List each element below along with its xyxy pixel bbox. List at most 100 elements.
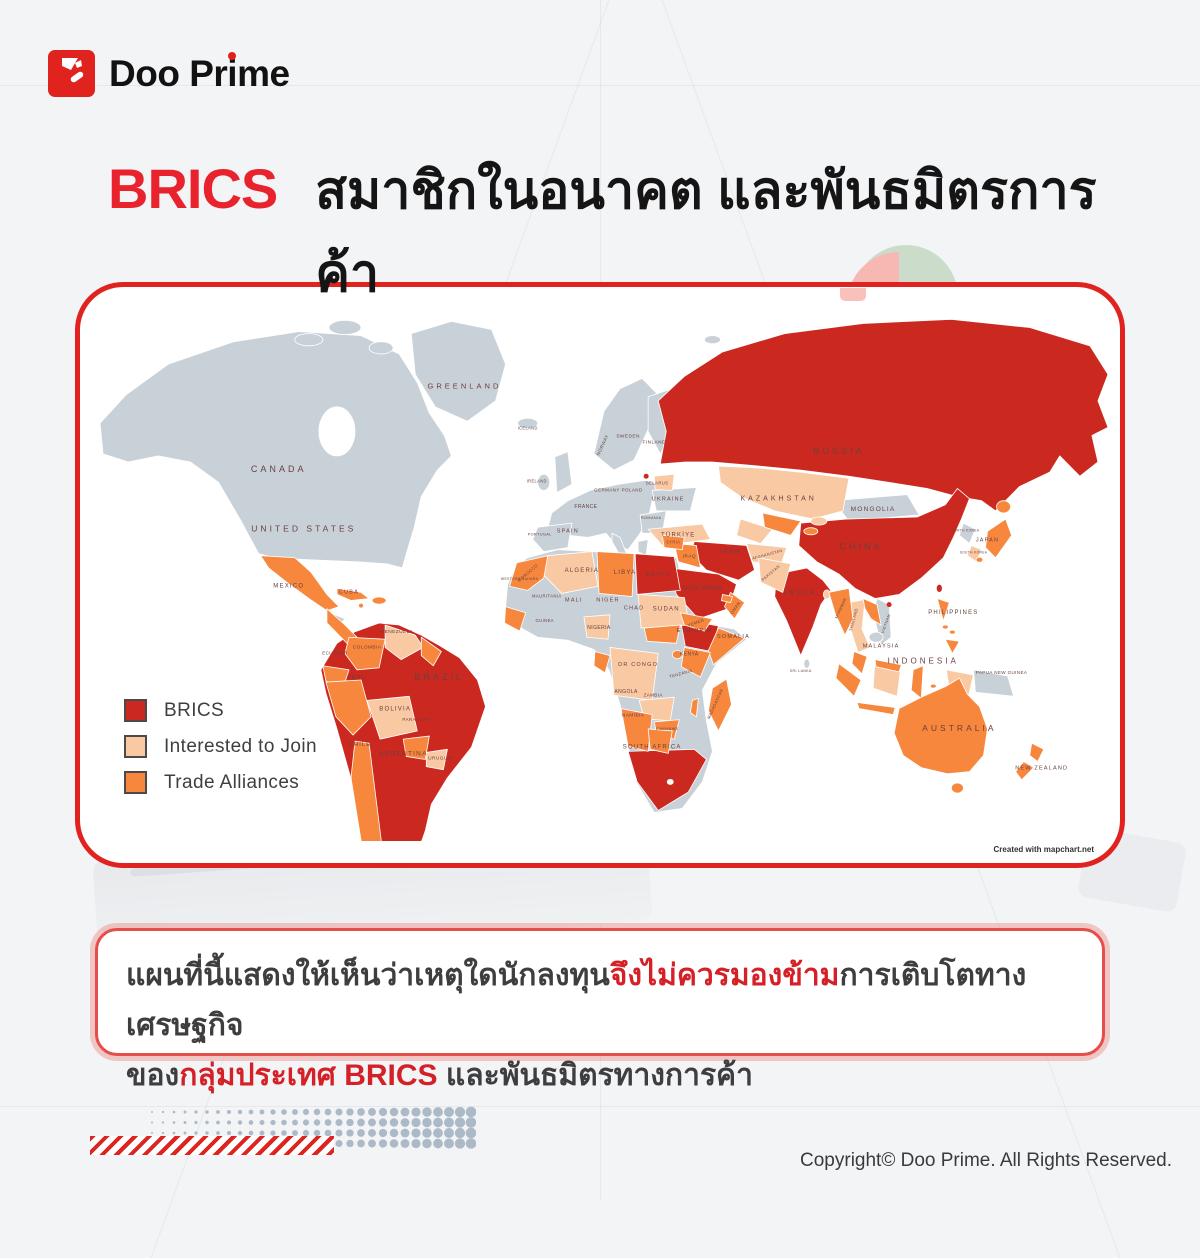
description-line-1: แผนที่นี้แสดงให้เห็นว่าเหตุใดนักลงทุนจึง… (126, 951, 1074, 1051)
country-madagascar (708, 678, 732, 732)
svg-text:TÜRKİYE: TÜRKİYE (661, 531, 695, 538)
country-south-africa (627, 748, 707, 811)
map-legend: BRICS Interested to Join Trade Alliances (124, 699, 317, 794)
region-mindanao (944, 638, 960, 654)
title-thai: สมาชิกในอนาคต และพันธมิตรการค้า (315, 162, 1097, 303)
svg-text:PARAGUAY: PARAGUAY (402, 717, 430, 722)
svg-text:CHILE: CHILE (349, 742, 371, 748)
country-bolivia (366, 695, 418, 740)
country-namibia (620, 708, 653, 752)
country-hispaniola (371, 596, 387, 605)
country-somalia (708, 627, 745, 666)
region-malay-peninsula (851, 651, 868, 675)
svg-text:EGYPT: EGYPT (646, 572, 671, 578)
svg-text:IRELAND: IRELAND (527, 478, 547, 483)
desc-text: แผนที่นี้แสดงให้เห็นว่าเหตุใดนักลงทุน (126, 959, 610, 992)
page-title: BRICS สมาชิกในอนาคต และพันธมิตรการค้า (108, 148, 1148, 314)
country-mexico (260, 555, 340, 612)
country-botswana (647, 728, 673, 754)
svg-text:PAPUA NEW GUINEA: PAPUA NEW GUINEA (976, 670, 1028, 675)
country-malawi (689, 697, 699, 718)
region-kyushu (975, 556, 984, 563)
island-svalbard (703, 335, 721, 345)
svg-text:BOLIVIA: BOLIVIA (379, 707, 411, 713)
svg-text:MONGOLIA: MONGOLIA (851, 506, 896, 513)
country-syria (661, 534, 685, 551)
region-guyanas (420, 636, 442, 667)
svg-text:SUDAN: SUDAN (653, 607, 680, 613)
country-uzbekistan (762, 512, 802, 536)
logo-text-i: i (227, 51, 238, 94)
country-china (798, 488, 970, 599)
country-paraguay (402, 735, 430, 760)
region-hokkaido (996, 500, 1012, 514)
svg-text:BELARUS: BELARUS (646, 480, 668, 485)
stripes-decoration (90, 1136, 334, 1155)
country-new-zealand-north (1029, 742, 1045, 762)
svg-text:ALGERIA: ALGERIA (565, 568, 599, 574)
svg-text:AUSTRALIA: AUSTRALIA (922, 723, 996, 733)
hudson-bay (318, 406, 356, 457)
region-java (856, 702, 896, 716)
country-australia (893, 677, 988, 775)
svg-text:ANGOLA: ANGOLA (614, 689, 638, 695)
svg-text:ICELAND: ICELAND (518, 425, 538, 430)
map-trade-regions (260, 500, 1045, 841)
svg-text:MAURITANIA: MAURITANIA (532, 593, 562, 598)
legend-swatch-brics (124, 699, 147, 722)
country-kyrgyzstan (810, 516, 828, 526)
country-libya (596, 551, 635, 597)
region-visayas (941, 624, 949, 630)
country-chile (350, 740, 382, 841)
country-yemen (679, 612, 713, 632)
country-uk (554, 451, 573, 493)
desc-text: การเติบโตทางเศรษฐกิจ (126, 959, 1027, 1042)
svg-text:POLAND: POLAND (622, 487, 643, 492)
arctic-island (328, 319, 362, 336)
svg-text:SOMALIA: SOMALIA (717, 634, 750, 640)
country-tajikistan (803, 527, 819, 536)
description-box: แผนที่นี้แสดงให้เห็นว่าเหตุใดนักลงทุนจึง… (95, 928, 1105, 1092)
svg-text:KAZAKHSTAN: KAZAKHSTAN (740, 495, 816, 503)
country-south-sudan (643, 624, 681, 644)
svg-text:KENYA: KENYA (680, 652, 699, 658)
region-luzon (936, 598, 950, 622)
svg-text:CHAD: CHAD (624, 606, 644, 612)
svg-text:DR CONGO: DR CONGO (618, 662, 658, 668)
svg-text:SAUDI ARABIA: SAUDI ARABIA (683, 585, 723, 591)
country-laos (862, 598, 882, 626)
legend-swatch-trade (124, 771, 147, 794)
country-nigeria (583, 614, 611, 640)
country-uganda (671, 650, 683, 660)
bg-guide-line (0, 1106, 1200, 1107)
svg-text:ECUADOR: ECUADOR (322, 651, 348, 656)
logo-text-part: Doo Pr (109, 52, 228, 94)
svg-text:NEW ZEALAND: NEW ZEALAND (1015, 766, 1068, 772)
world-map-card: RUSSIA CANADA UNITED STATES GREENLAND ICELAN… (75, 282, 1125, 868)
svg-text:CHINA: CHINA (839, 542, 882, 552)
country-morocco (509, 555, 549, 591)
svg-text:NORTH KOREA: NORTH KOREA (952, 528, 980, 532)
legend-label-brics: BRICS (164, 699, 225, 721)
svg-text:IRAN: IRAN (720, 549, 740, 556)
country-kazakhstan (718, 465, 850, 520)
region-sulawesi (910, 665, 924, 699)
legend-label-interested: Interested to Join (164, 735, 317, 757)
arctic-island (294, 333, 324, 347)
svg-text:URUGUAY: URUGUAY (428, 755, 455, 761)
country-venezuela (384, 624, 424, 661)
region-gabon-congo (593, 651, 611, 674)
svg-text:NAMIBIA: NAMIBIA (622, 713, 645, 719)
svg-text:VIETNAM: VIETNAM (881, 614, 891, 634)
svg-text:TANZANIA: TANZANIA (669, 668, 693, 679)
region-taiwan (935, 583, 943, 593)
svg-text:NIGERIA: NIGERIA (587, 625, 611, 631)
country-russia (657, 318, 1109, 512)
country-greenland (410, 320, 507, 422)
country-cuba (336, 587, 370, 601)
region-hainan (886, 602, 892, 608)
country-kenya (680, 647, 711, 678)
country-myanmar (828, 587, 854, 636)
svg-text:RUSSIA: RUSSIA (813, 446, 865, 456)
region-honshu (985, 518, 1013, 559)
